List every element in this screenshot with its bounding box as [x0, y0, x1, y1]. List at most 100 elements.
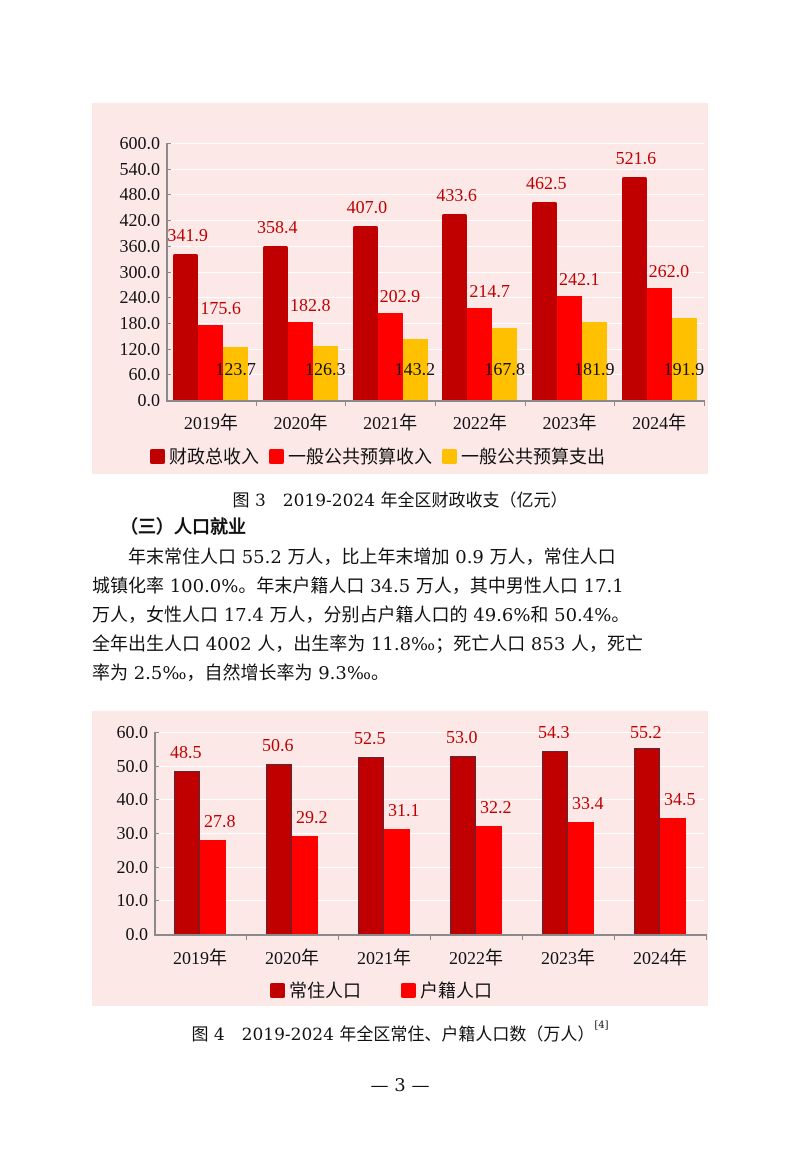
- y-tick-label: 60.0: [128, 364, 161, 385]
- legend-item: 财政总收入: [150, 443, 259, 469]
- x-tick-mark: [345, 400, 347, 406]
- bar-财政总收入: [532, 201, 557, 400]
- value-label: 54.3: [538, 722, 570, 743]
- bar-一般公共预算支出: [223, 347, 249, 400]
- value-label: 34.5: [664, 788, 696, 809]
- y-tick-label: 20.0: [116, 856, 149, 877]
- population-chart: 常住人口 户籍人口 0.0 10.0 20.0 30.0 40.0 50.0 60.0 2019…: [92, 711, 708, 1006]
- gridline: [167, 322, 704, 324]
- x-tick-label: 2022年: [452, 413, 507, 433]
- y-tick-mark: [166, 271, 171, 273]
- y-tick-mark: [166, 143, 171, 144]
- x-tick-mark: [246, 934, 247, 940]
- legend-swatch: [401, 982, 416, 998]
- legend-label: 常住人口: [289, 981, 361, 1002]
- y-tick-mark: [166, 297, 171, 299]
- y-tick-label: 30.0: [116, 823, 149, 843]
- y-tick-label: 180.0: [119, 312, 161, 333]
- y-tick-mark: [166, 220, 171, 222]
- gridline: [167, 194, 704, 196]
- x-tick-label: 2024年: [633, 948, 687, 968]
- bar-一般公共预算支出: [492, 328, 518, 400]
- y-tick-label: 0.0: [137, 390, 161, 410]
- legend-swatch: [150, 448, 165, 464]
- gridline: [167, 348, 704, 350]
- value-label: 358.4: [257, 217, 298, 238]
- value-label: 182.8: [290, 294, 331, 315]
- gridline: [155, 732, 704, 733]
- y-tick-mark: [154, 866, 159, 868]
- paragraph-line: 率为 2.5‰，自然增长率为 9.3‰。: [92, 663, 389, 684]
- x-tick-mark: [435, 400, 436, 406]
- bar-财政总收入: [173, 253, 199, 400]
- gridline: [155, 866, 704, 868]
- bar-常住人口: [450, 755, 476, 934]
- value-label: 53.0: [446, 726, 478, 747]
- legend-label: 一般公共预算支出: [461, 447, 605, 468]
- gridline: [167, 168, 704, 170]
- bar-财政总收入: [442, 214, 468, 400]
- value-label: 175.6: [200, 297, 241, 318]
- x-tick-label: 2019年: [173, 948, 227, 968]
- legend-label: 财政总收入: [169, 447, 259, 468]
- x-tick-mark: [706, 934, 707, 940]
- value-label: 52.5: [354, 728, 386, 749]
- value-label: 521.6: [615, 147, 657, 168]
- bar-户籍人口: [660, 817, 686, 934]
- gridline: [167, 220, 704, 222]
- y-tick-label: 240.0: [119, 287, 161, 308]
- value-label: 407.0: [346, 196, 388, 217]
- legend-item: 一般公共预算支出: [442, 443, 605, 469]
- y-tick-label: 480.0: [119, 184, 161, 205]
- gridline: [155, 799, 704, 801]
- value-label: 242.1: [559, 269, 600, 290]
- y-tick-label: 60.0: [116, 722, 149, 742]
- value-label: 32.2: [480, 796, 512, 817]
- y-tick-mark: [154, 799, 159, 801]
- bar-财政总收入: [621, 176, 647, 400]
- paragraph-line: 全年出生人口 4002 人，出生率为 11.8‰；死亡人口 853 人，死亡: [92, 634, 644, 655]
- bar-一般公共预算收入: [377, 313, 403, 400]
- value-label: 341.9: [167, 224, 208, 245]
- bar-户籍人口: [200, 840, 226, 934]
- fig4-caption: 图 4 2019-2024 年全区常住、户籍人口数（万人）[4]: [0, 1020, 800, 1045]
- bar-户籍人口: [292, 835, 318, 934]
- paragraph-line: 城镇化率 100.0%。年末户籍人口 34.5 万人，其中男性人口 17.1: [92, 576, 624, 597]
- bar-一般公共预算收入: [288, 321, 313, 400]
- gridline: [167, 374, 704, 376]
- y-tick-mark: [154, 900, 159, 902]
- legend-swatch: [270, 982, 285, 998]
- value-label: 48.5: [170, 741, 202, 762]
- y-tick-label: 600.0: [119, 133, 161, 153]
- legend-label: 户籍人口: [420, 981, 492, 1002]
- value-label: 262.0: [648, 260, 690, 281]
- bar-财政总收入: [352, 225, 378, 400]
- y-tick-label: 50.0: [116, 755, 149, 776]
- gridline: [155, 833, 704, 834]
- x-tick-mark: [614, 934, 615, 940]
- bar-户籍人口: [384, 829, 410, 934]
- y-tick-label: 300.0: [119, 261, 161, 282]
- footnote-ref[interactable]: [4]: [594, 1020, 609, 1031]
- y-tick-label: 10.0: [116, 890, 149, 911]
- y-tick-label: 0.0: [125, 924, 149, 944]
- gridline: [167, 297, 704, 299]
- bar-一般公共预算支出: [582, 322, 607, 400]
- x-tick-label: 2020年: [273, 413, 328, 433]
- y-tick-mark: [154, 765, 159, 767]
- x-tick-label: 2020年: [265, 948, 319, 968]
- value-label: 191.9: [663, 359, 705, 379]
- population-chart-legend: 常住人口 户籍人口: [270, 977, 532, 1003]
- y-tick-label: 120.0: [119, 338, 161, 359]
- value-label: 126.3: [305, 359, 346, 379]
- x-tick-mark: [255, 400, 257, 406]
- x-tick-label: 2021年: [357, 948, 411, 968]
- gridline: [155, 900, 704, 902]
- y-tick-label: 420.0: [119, 210, 161, 231]
- bar-一般公共预算收入: [198, 324, 224, 400]
- section-heading: （三）人口就业: [120, 517, 246, 538]
- bar-一般公共预算收入: [557, 296, 582, 400]
- y-tick-label: 40.0: [116, 789, 149, 810]
- paragraph-line: 万人，女性人口 17.4 万人，分别占户籍人口的 49.6%和 50.4%。: [92, 605, 630, 626]
- legend-item: 户籍人口: [401, 977, 492, 1003]
